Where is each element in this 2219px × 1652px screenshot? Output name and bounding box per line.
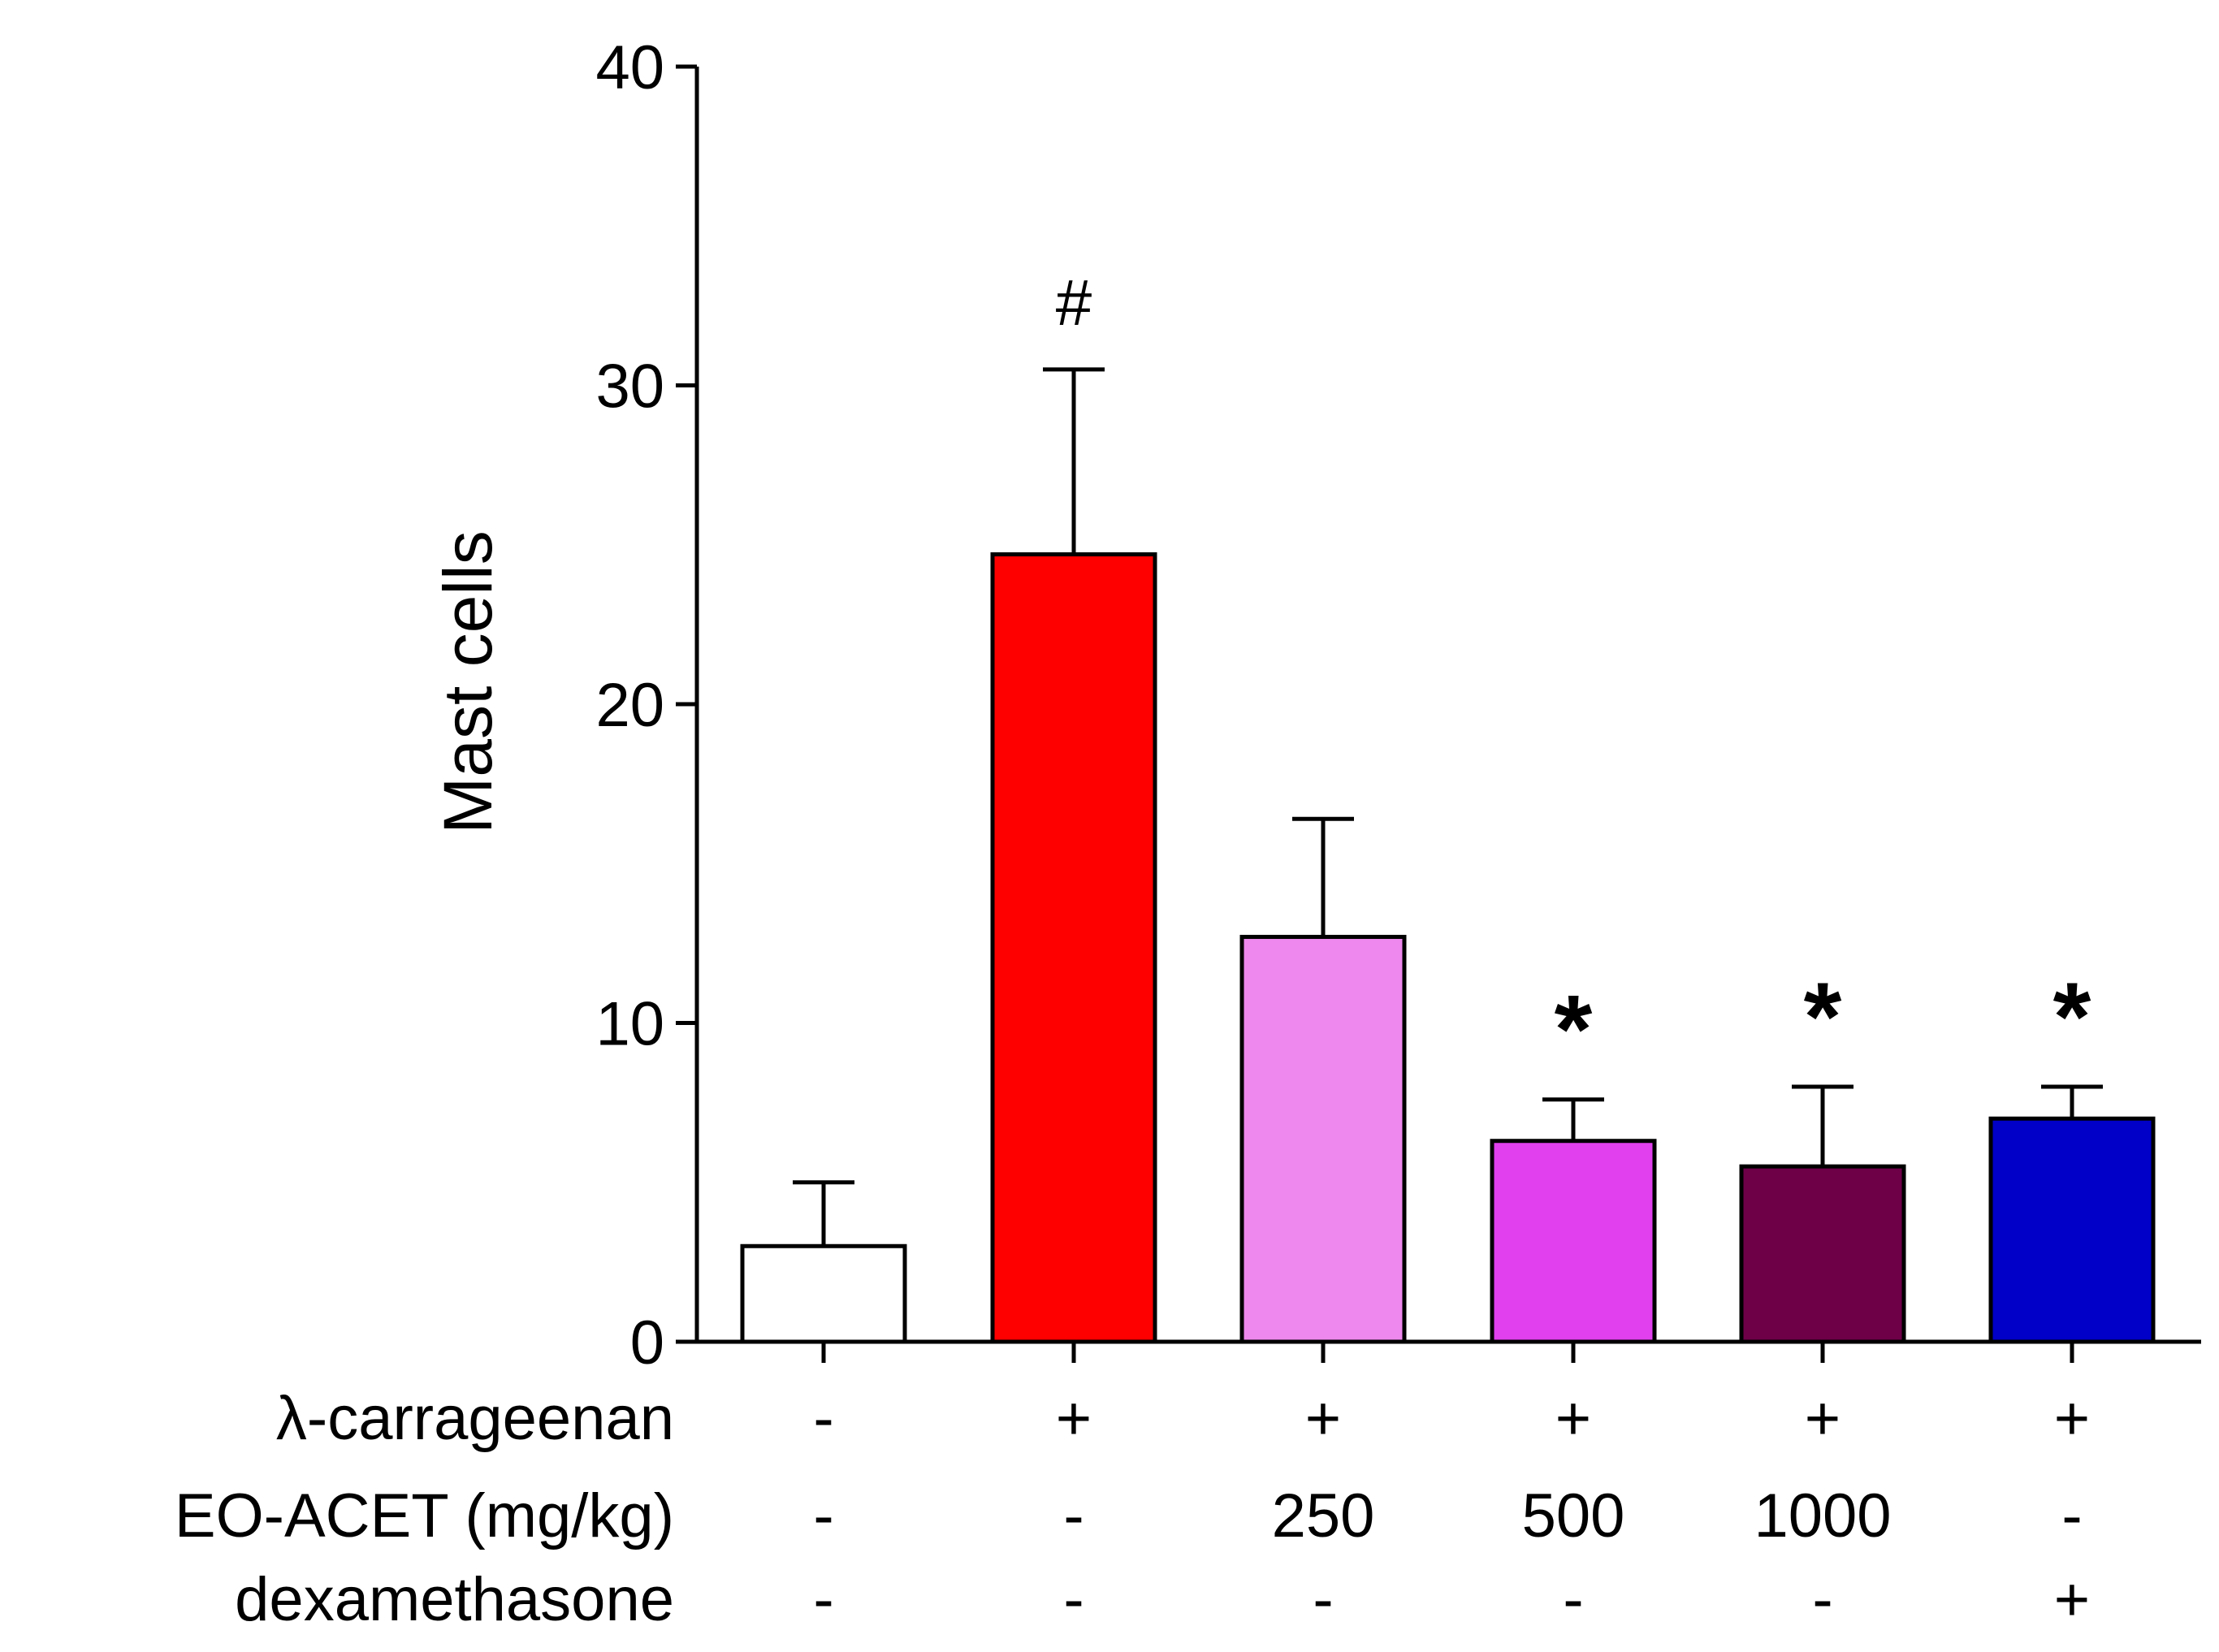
treatment-cell-1-eo-1000: + <box>1805 1384 1841 1453</box>
treatment-cell-3-dexamethasone: + <box>2054 1565 2090 1634</box>
y-tick-label-40: 40 <box>595 33 664 102</box>
bars <box>740 552 2156 1344</box>
treatment-row-label-1: λ-carrageenan <box>276 1384 674 1453</box>
y-tick-label-10: 10 <box>595 990 664 1059</box>
y-tick-label-0: 0 <box>630 1308 664 1377</box>
treatment-row-label-2: EO-ACET (mg/kg) <box>175 1481 674 1550</box>
treatment-cell-2-dexamethasone: - <box>2061 1481 2082 1550</box>
treatment-cell-1-eo-500: + <box>1555 1384 1591 1453</box>
treatment-cell-1-eo-250: + <box>1305 1384 1341 1453</box>
treatment-cell-2-carrageenan: - <box>1063 1481 1084 1550</box>
treatment-cell-3-control: - <box>813 1565 833 1634</box>
treatment-cell-3-carrageenan: - <box>1063 1565 1084 1634</box>
bar-dexamethasone <box>1988 1116 2156 1344</box>
treatment-cell-2-eo-250: 250 <box>1272 1481 1375 1550</box>
treatment-cell-1-carrageenan: + <box>1056 1384 1092 1453</box>
y-tick-label-30: 30 <box>595 352 664 422</box>
significance-marker-eo-500: * <box>1555 975 1593 1084</box>
bar-eo-500 <box>1490 1139 1657 1344</box>
significance-markers: # * * * <box>1056 266 2091 1084</box>
significance-marker-carrageenan: # <box>1056 266 1092 339</box>
axes <box>694 67 2201 1344</box>
treatment-cell-1-dexamethasone: + <box>2054 1384 2090 1453</box>
bar-carrageenan <box>990 552 1157 1344</box>
treatment-cell-3-eo-250: - <box>1313 1565 1333 1634</box>
significance-marker-eo-1000: * <box>1804 962 1842 1071</box>
bar-eo-1000 <box>1739 1164 1906 1344</box>
y-tick-label-20: 20 <box>595 671 664 740</box>
bar-control <box>740 1243 907 1344</box>
treatment-cell-2-eo-500: 500 <box>1522 1481 1625 1550</box>
treatment-cell-1-control: - <box>813 1384 833 1453</box>
y-axis-label: Mast cells <box>430 530 506 833</box>
treatment-cell-3-eo-500: - <box>1563 1565 1583 1634</box>
significance-marker-dexamethasone: * <box>2053 962 2091 1071</box>
treatment-cell-3-eo-1000: - <box>1812 1565 1832 1634</box>
treatment-cell-2-eo-1000: 1000 <box>1754 1481 1891 1550</box>
error-bars <box>793 367 2103 1247</box>
y-ticks: 0 10 20 30 40 <box>595 33 2074 1377</box>
treatment-row-label-3: dexamethasone <box>235 1565 674 1634</box>
treatment-cell-2-control: - <box>813 1481 833 1550</box>
treatment-table: λ-carrageenan - + + + + + EO-ACET (mg/kg) - - 250 5… <box>175 1384 2090 1634</box>
bar-eo-250 <box>1239 935 1407 1344</box>
